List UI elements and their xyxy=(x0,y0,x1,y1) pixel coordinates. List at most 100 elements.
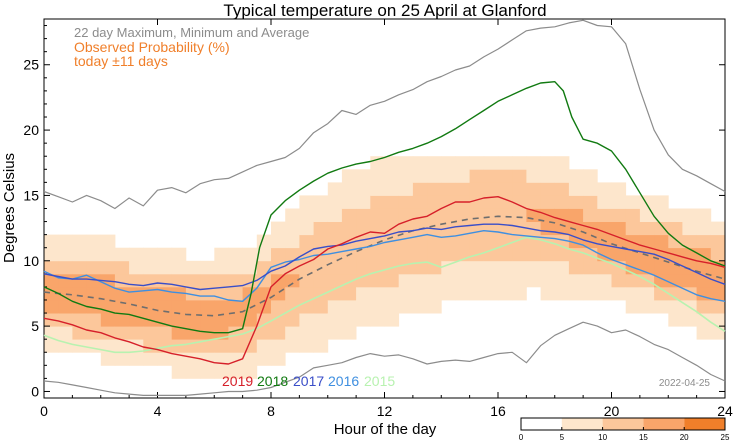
heatmap-cell xyxy=(143,300,158,314)
heatmap-cell xyxy=(157,286,173,301)
heatmap-cell xyxy=(583,260,598,275)
heatmap-cell xyxy=(597,286,612,301)
heatmap-cell xyxy=(512,156,527,170)
heatmap-cell xyxy=(157,247,173,262)
heatmap-cell xyxy=(512,260,527,275)
heatmap-cell xyxy=(526,156,541,170)
heatmap-cell xyxy=(611,273,627,288)
heatmap-cell xyxy=(427,156,442,170)
heatmap-cell xyxy=(427,286,442,301)
heatmap-cell xyxy=(498,273,513,288)
heatmap-cell xyxy=(469,195,485,209)
heatmap-cell xyxy=(58,286,73,301)
heatmap-cell xyxy=(696,247,712,262)
heatmap-cell xyxy=(469,286,485,301)
heatmap-cell xyxy=(710,221,726,236)
heatmap-cell xyxy=(114,339,130,353)
heatmap-cell xyxy=(100,286,116,301)
heatmap-cell xyxy=(583,286,598,301)
heatmap-cell xyxy=(58,234,73,249)
heatmap-cell xyxy=(512,221,527,236)
probability-colorbar: 0 5 10 15 20 25 xyxy=(519,417,730,442)
heatmap-cell xyxy=(72,273,87,288)
heatmap-cell xyxy=(58,260,73,275)
heatmap-cell xyxy=(86,300,102,314)
heatmap-cell xyxy=(696,260,712,275)
heatmap-cell xyxy=(341,260,357,275)
heatmap-cell xyxy=(171,273,187,288)
heatmap-cell xyxy=(285,247,300,262)
heatmap-cell xyxy=(228,286,243,301)
heatmap-cell xyxy=(200,260,215,275)
heatmap-cell xyxy=(639,286,655,301)
heatmap-cell xyxy=(313,208,329,222)
heatmap-cell xyxy=(185,260,201,275)
colorbar-tick-label: 15 xyxy=(639,433,648,442)
heatmap-cell xyxy=(299,286,314,301)
heatmap-cell xyxy=(313,195,329,209)
heatmap-cell xyxy=(327,260,343,275)
heatmap-cell xyxy=(285,326,300,340)
heatmap-cell xyxy=(214,260,229,275)
heatmap-cell xyxy=(625,195,641,209)
heatmap-cell xyxy=(171,365,187,379)
heatmap-cell xyxy=(143,247,158,262)
heatmap-cell xyxy=(370,247,385,262)
heatmap-cell xyxy=(682,234,697,249)
heatmap-cell xyxy=(214,313,229,327)
heatmap-cell xyxy=(327,313,343,327)
heatmap-cell xyxy=(214,247,229,262)
heatmap-cell xyxy=(228,260,243,275)
heatmap-cell xyxy=(540,247,556,262)
colorbar-swatch xyxy=(643,418,685,430)
heatmap-cell xyxy=(129,352,144,366)
heatmap-cell xyxy=(171,260,187,275)
heatmap-cell xyxy=(512,169,527,183)
heatmap-cell xyxy=(299,208,314,222)
heatmap-cell xyxy=(129,300,144,314)
heatmap-cell xyxy=(597,221,612,236)
heatmap-cell xyxy=(654,195,669,209)
heatmap-cell xyxy=(412,169,428,183)
heatmap-cell xyxy=(469,260,485,275)
heatmap-cell xyxy=(682,221,697,236)
heatmap-cell xyxy=(242,260,258,275)
heatmap-cell xyxy=(710,313,726,327)
heatmap-cell xyxy=(171,339,187,353)
heatmap-cell xyxy=(129,260,144,275)
heatmap-cell xyxy=(299,313,314,327)
heatmap-cell xyxy=(185,365,201,379)
heatmap-cell xyxy=(540,273,556,288)
heatmap-cell xyxy=(526,182,541,196)
heatmap-cell xyxy=(242,365,258,379)
heatmap-cell xyxy=(100,260,116,275)
heatmap-cell xyxy=(242,247,258,262)
heatmap-cell xyxy=(611,195,627,209)
heatmap-cell xyxy=(412,208,428,222)
heatmap-cell xyxy=(455,286,470,301)
colorbar-tick-label: 10 xyxy=(598,433,607,442)
heatmap-cell xyxy=(58,339,73,353)
heatmap-cell xyxy=(171,313,187,327)
heatmap-cell xyxy=(185,339,201,353)
heatmap-cell xyxy=(58,273,73,288)
heatmap-cell xyxy=(185,313,201,327)
heatmap-cell xyxy=(384,169,400,183)
heatmap-cell xyxy=(597,208,612,222)
heatmap-cell xyxy=(256,352,272,366)
heatmap-cell xyxy=(384,247,400,262)
heatmap-cell xyxy=(696,326,712,340)
heatmap-cell xyxy=(398,208,414,222)
heatmap-cell xyxy=(668,208,683,222)
colorbar-tick-label: 5 xyxy=(560,433,565,442)
heatmap-cell xyxy=(370,286,385,301)
heatmap-cell xyxy=(427,182,442,196)
heatmap-cell xyxy=(185,286,201,301)
heatmap-cell xyxy=(568,286,584,301)
heatmap-cell xyxy=(639,300,655,314)
heatmap-cell xyxy=(384,195,400,209)
heatmap-cell xyxy=(256,326,272,340)
heatmap-cell xyxy=(469,273,485,288)
colorbar-swatch xyxy=(521,418,562,430)
heatmap-cell xyxy=(597,195,612,209)
